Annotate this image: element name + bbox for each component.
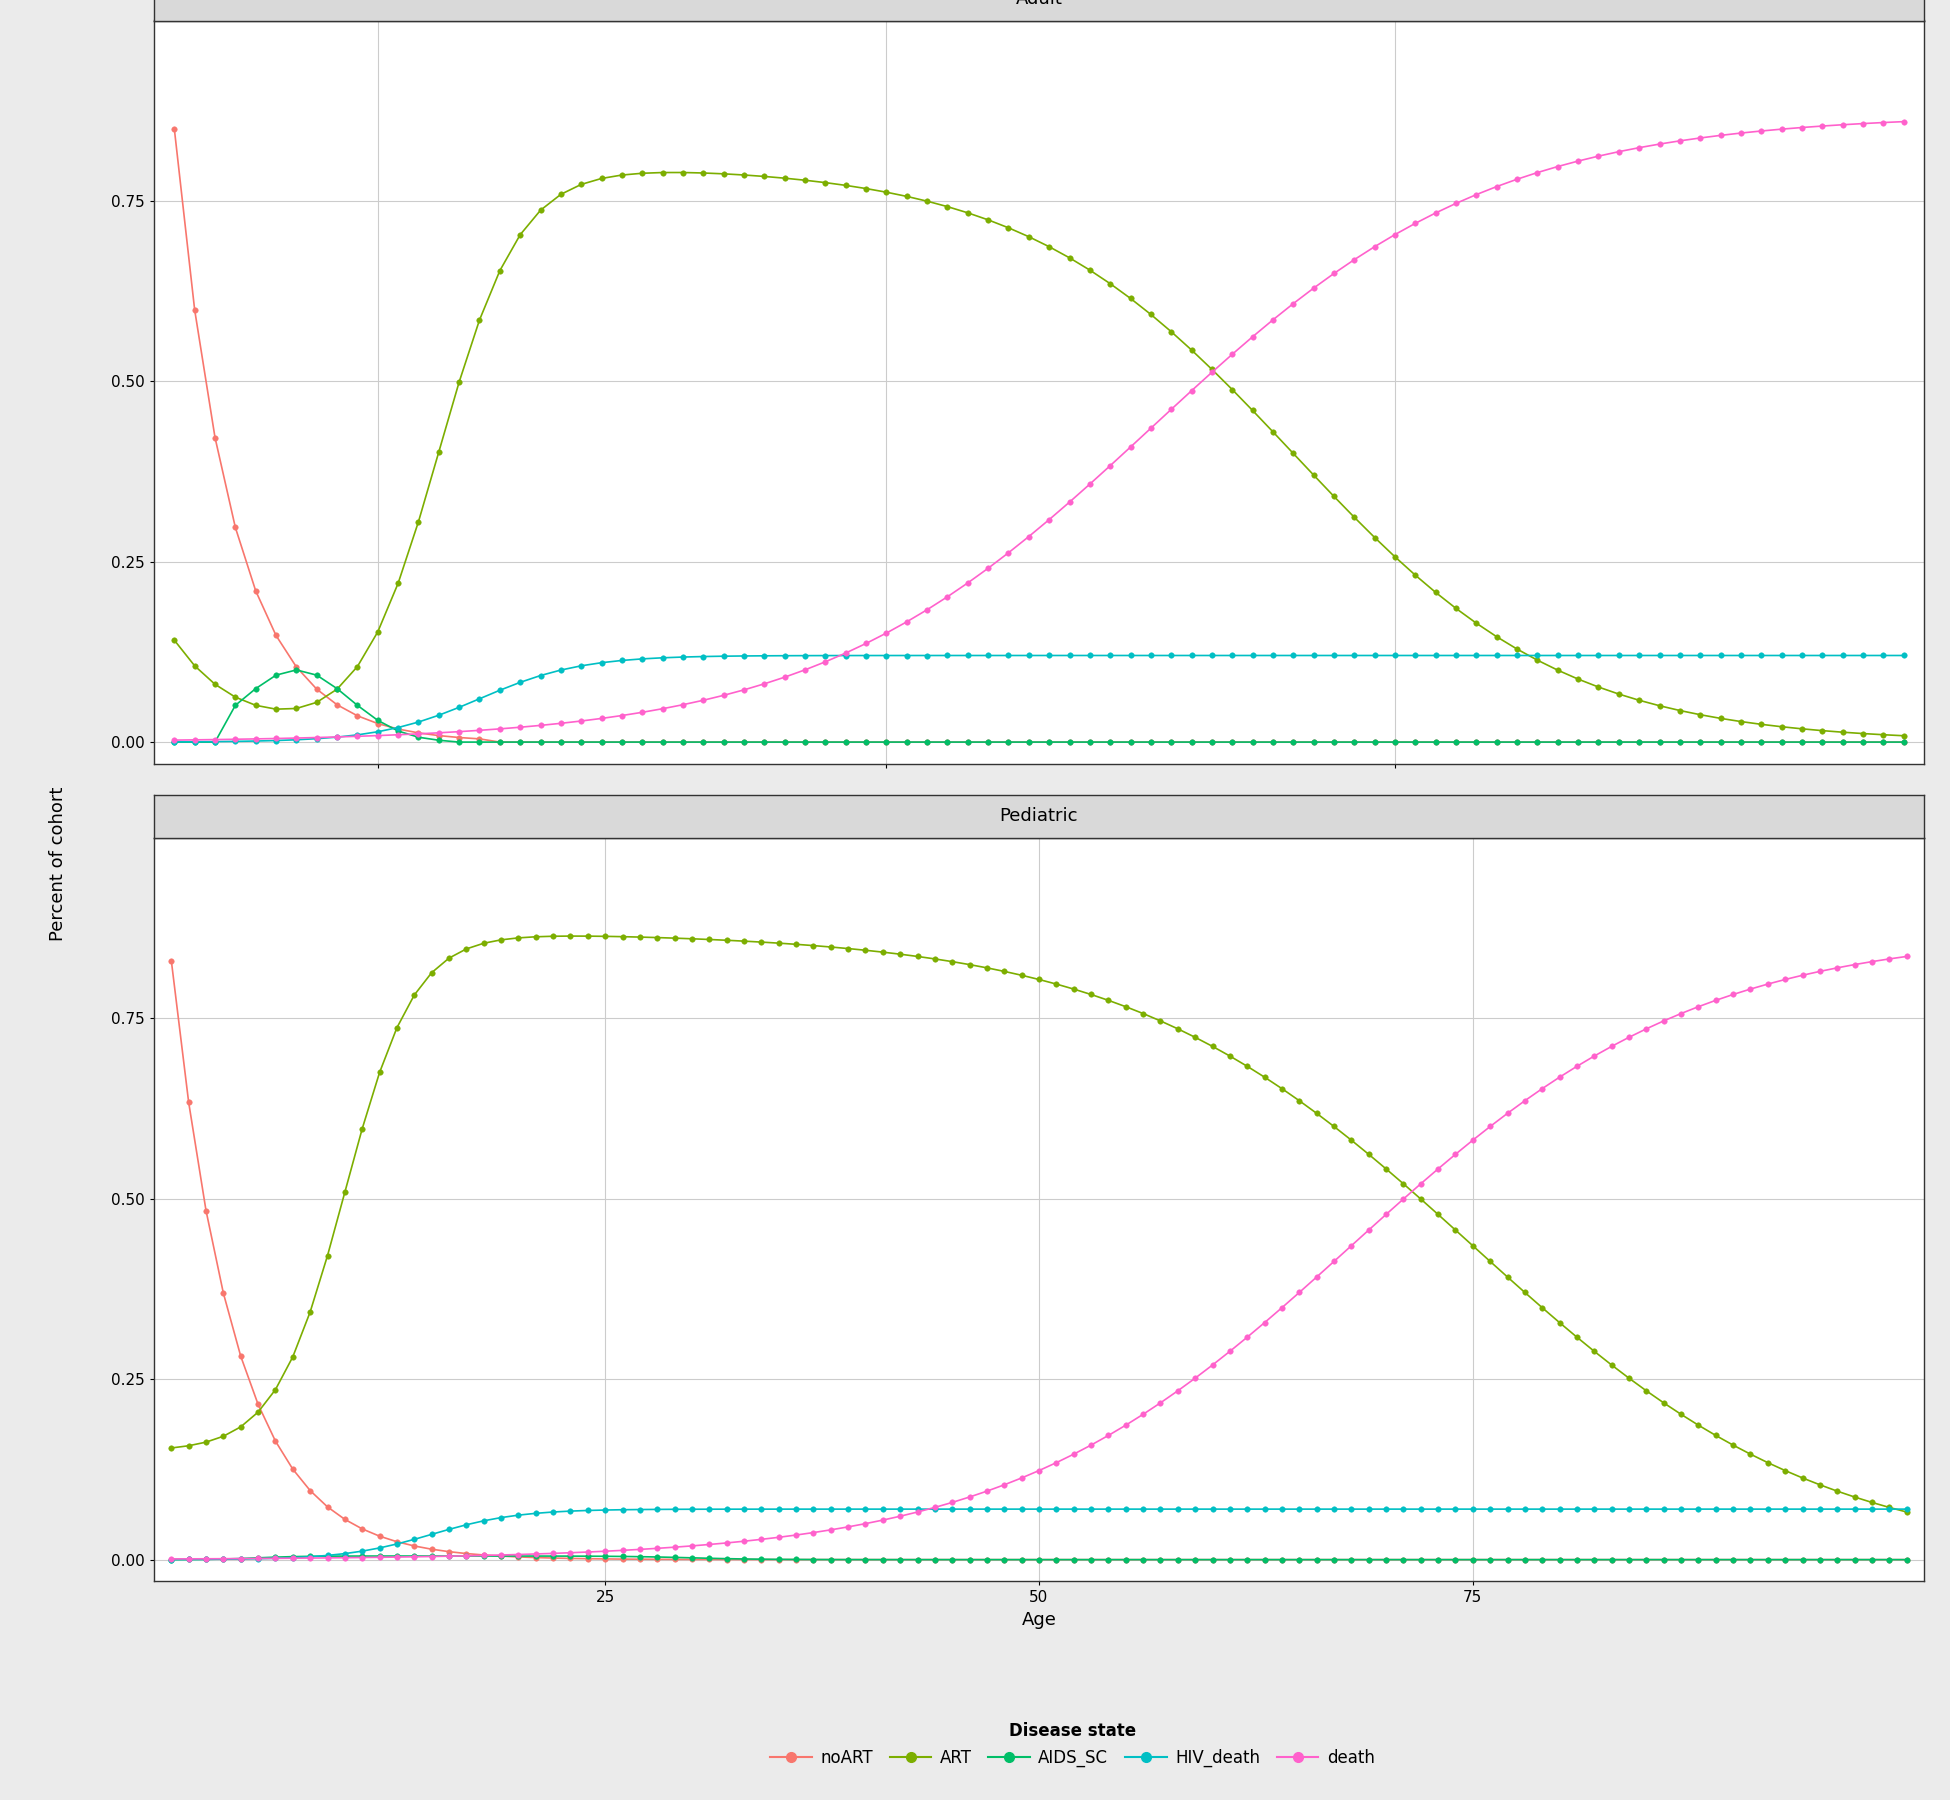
- Legend: noART, ART, AIDS_SC, HIV_death, death: noART, ART, AIDS_SC, HIV_death, death: [764, 1715, 1381, 1773]
- Text: Adult: Adult: [1016, 0, 1063, 7]
- X-axis label: Age: Age: [1022, 1611, 1057, 1629]
- Text: Pediatric: Pediatric: [1000, 808, 1078, 826]
- Text: Percent of cohort: Percent of cohort: [49, 787, 68, 941]
